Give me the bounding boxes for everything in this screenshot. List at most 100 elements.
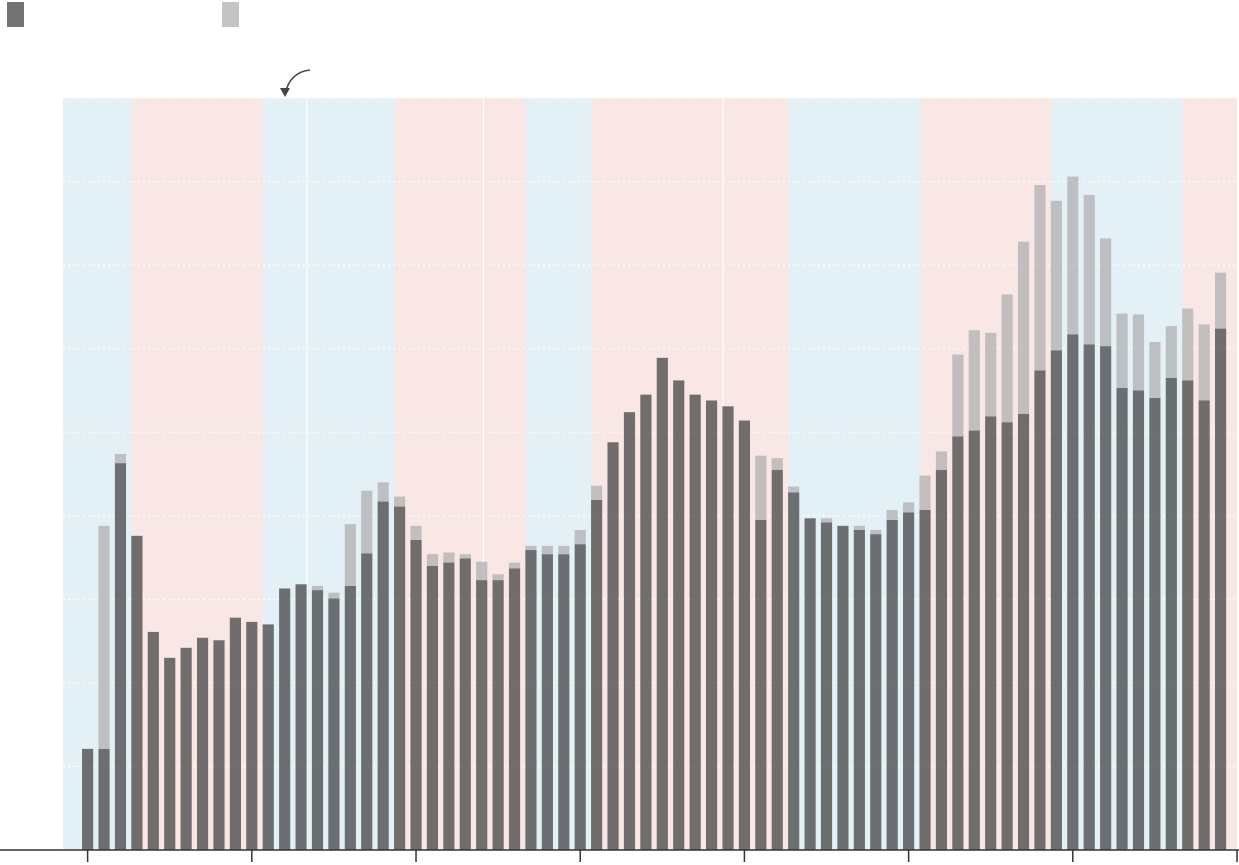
x-axis — [0, 849, 1239, 862]
bar-segment — [1182, 308, 1194, 381]
bar-segment — [673, 380, 685, 850]
bar-segment — [377, 482, 389, 502]
bar-segment — [656, 357, 668, 850]
bar-segment — [1149, 397, 1161, 850]
bar-segment — [689, 394, 701, 850]
bar-segment — [886, 519, 898, 850]
bar-segment — [623, 412, 636, 850]
bar-segment — [853, 529, 865, 850]
bar-segment — [1001, 422, 1013, 850]
bar-segment — [903, 512, 915, 850]
bar-segment — [114, 463, 127, 850]
bars — [82, 176, 1227, 850]
bar-segment — [476, 580, 488, 850]
annotation-arrowhead — [280, 88, 290, 97]
bar-segment — [1100, 238, 1112, 347]
bar-segment — [935, 451, 948, 470]
bar-segment — [558, 554, 570, 850]
bar-segment — [229, 617, 241, 850]
bar-segment — [788, 486, 800, 493]
bar-segment — [952, 436, 964, 850]
bar-segment — [344, 524, 356, 586]
bar-segment — [591, 485, 603, 500]
bar-segment — [361, 490, 373, 554]
bar-segment — [820, 518, 833, 523]
bar-segment — [410, 525, 422, 541]
bar-segment — [459, 554, 471, 559]
bar-segment — [1116, 313, 1128, 388]
bar-segment — [114, 453, 127, 464]
bar-segment — [1214, 272, 1227, 329]
legend — [7, 2, 239, 27]
annotation-arrow — [284, 69, 311, 95]
bar-segment — [1198, 400, 1210, 850]
bar-segment — [410, 540, 422, 850]
bar-segment — [771, 469, 783, 850]
bar-segment — [459, 558, 471, 850]
bar-segment — [886, 509, 898, 520]
bar-segment — [968, 330, 980, 431]
bar-segment — [328, 592, 340, 599]
bar-segment — [1067, 334, 1079, 850]
bar-segment — [508, 568, 521, 850]
bar-segment — [279, 588, 291, 850]
bar-segment — [328, 598, 340, 850]
bar-segment — [311, 585, 324, 591]
bar-segment — [1165, 377, 1177, 850]
bar-segment — [1067, 176, 1079, 335]
bar-segment — [311, 590, 324, 850]
bar-segment — [246, 621, 258, 850]
bar-segment — [985, 416, 997, 850]
legend-swatch — [222, 2, 239, 27]
bar-segment — [771, 458, 783, 470]
bar-segment — [426, 554, 439, 566]
bar-segment — [361, 553, 373, 850]
bar-segment — [1132, 390, 1145, 850]
bar-segment — [952, 354, 964, 437]
bar-segment — [82, 748, 94, 850]
bar-segment — [574, 529, 586, 545]
bar-segment — [574, 544, 586, 850]
bar-segment — [394, 506, 406, 850]
bar-segment — [377, 501, 389, 850]
bar-segment — [853, 525, 865, 530]
bar-segment — [1017, 241, 1030, 414]
legend-swatch — [7, 2, 24, 27]
bar-segment — [476, 561, 488, 581]
bar-segment — [98, 525, 110, 749]
bar-segment — [394, 496, 406, 507]
bar-segment — [755, 519, 767, 850]
bar-segment — [870, 534, 882, 850]
bar-segment — [558, 545, 570, 555]
bar-segment — [804, 518, 816, 850]
bar-segment — [1182, 380, 1194, 850]
bar-segment — [1132, 314, 1145, 391]
bar-segment — [541, 545, 553, 555]
bar-segment — [262, 624, 274, 850]
bar-segment — [1017, 413, 1030, 850]
bar-segment — [591, 499, 603, 850]
bar-segment — [98, 748, 110, 850]
bar-segment — [1083, 194, 1095, 345]
bar-segment — [525, 550, 537, 850]
bar-segment — [1100, 346, 1112, 850]
bar-segment — [1050, 350, 1062, 850]
bar-segment — [541, 554, 553, 850]
bar-segment — [919, 509, 931, 850]
bar-segment — [213, 640, 225, 850]
bar-segment — [607, 442, 619, 850]
bar-segment — [443, 562, 455, 850]
bar-segment — [196, 637, 209, 850]
bar-segment — [738, 420, 750, 850]
bar-segment — [1214, 328, 1227, 850]
bar-segment — [755, 455, 767, 520]
bar-segment — [443, 552, 455, 563]
bar-segment — [1198, 324, 1210, 401]
bar-segment — [705, 400, 718, 850]
bar-segment — [985, 332, 997, 417]
bar-segment — [1001, 294, 1013, 423]
bar-segment — [1034, 370, 1046, 850]
bar-segment — [1050, 200, 1062, 351]
